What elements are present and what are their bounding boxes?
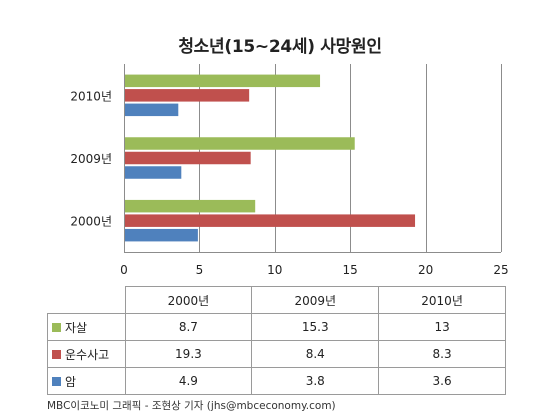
legend-swatch-traffic — [52, 349, 61, 359]
bar-cancer — [124, 103, 179, 117]
y-category-label: 2000년 — [70, 215, 112, 229]
table-row: 자살 8.7 15.3 13 — [47, 313, 506, 341]
bar-cancer — [124, 166, 182, 179]
table-cell: 15.3 — [251, 313, 380, 341]
table-header-cell: 2010년 — [378, 286, 506, 314]
x-tick-label: 0 — [120, 263, 128, 277]
table-cell: 13 — [378, 313, 506, 341]
table-row-label-text: 운수사고 — [65, 347, 110, 362]
x-tick-label: 15 — [343, 263, 358, 277]
table-cell: 3.6 — [378, 367, 506, 395]
table-cell: 8.7 — [124, 313, 253, 341]
bar-suicide — [124, 74, 321, 88]
table-header-cell: 2009년 — [251, 286, 380, 314]
table-cell: 4.9 — [124, 367, 253, 395]
data-table: 2000년 2009년 2010년 자살 8.7 15.3 13 운수사고 19… — [47, 286, 506, 395]
table-cell: 8.4 — [251, 340, 380, 368]
table-row-label: 암 — [47, 367, 126, 395]
y-category-label: 2009년 — [70, 152, 112, 166]
table-cell: 8.3 — [378, 340, 506, 368]
table-row: 암 4.9 3.8 3.6 — [47, 367, 506, 395]
x-tick-label: 10 — [267, 263, 282, 277]
table-cell: 3.8 — [251, 367, 380, 395]
table-row-label-text: 자살 — [65, 320, 88, 335]
table-header-cell: 2000년 — [124, 286, 253, 314]
table-row-label: 자살 — [47, 313, 126, 341]
table-corner-cell — [47, 286, 126, 314]
image-credit: MBC이코노미 그래픽 - 조현상 기자 (jhs@mbceconomy.com… — [47, 400, 336, 412]
table-row: 운수사고 19.3 8.4 8.3 — [47, 340, 506, 368]
x-tick-label: 5 — [196, 263, 204, 277]
bar-traffic-accident — [124, 89, 250, 102]
table-cell: 19.3 — [124, 340, 253, 368]
bar-suicide — [124, 199, 256, 213]
bar-traffic-accident — [124, 214, 416, 227]
x-tick-label: 20 — [418, 263, 433, 277]
table-row-label: 운수사고 — [47, 340, 126, 368]
x-tick-label: 25 — [493, 263, 508, 277]
table-row-label-text: 암 — [65, 374, 77, 389]
bar-traffic-accident — [124, 151, 251, 165]
legend-swatch-cancer — [52, 376, 61, 386]
table-header-row: 2000년 2009년 2010년 — [47, 286, 506, 314]
legend-swatch-suicide — [52, 322, 61, 332]
chart-title: 청소년(15~24세) 사망원인 — [178, 37, 382, 57]
bar-cancer — [124, 228, 198, 242]
bar-chart: 0 5 10 15 20 25 2010년 2009년 2000년 — [70, 64, 509, 277]
y-category-label: 2010년 — [70, 89, 112, 103]
bar-suicide — [124, 137, 355, 150]
